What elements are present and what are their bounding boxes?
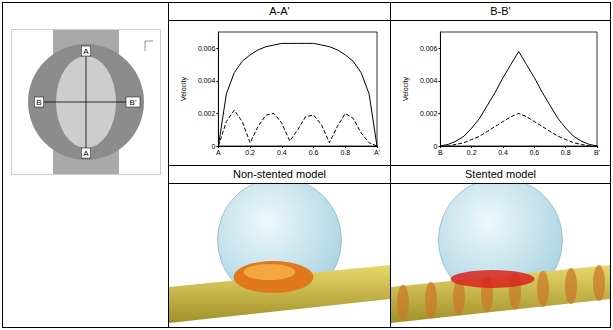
html-text:Stented model: Stented model xyxy=(465,168,536,181)
svg-text:0.002: 0.002 xyxy=(420,110,438,117)
svg-text:A': A' xyxy=(374,149,380,156)
svg-text:B: B xyxy=(438,149,443,156)
svg-text:0.2: 0.2 xyxy=(245,149,255,156)
svg-text:B': B' xyxy=(594,149,600,156)
svg-text:Velocity: Velocity xyxy=(180,76,188,101)
svg-text:A: A xyxy=(83,47,89,56)
html-text:A-A': A-A' xyxy=(269,5,290,18)
svg-text:0.004: 0.004 xyxy=(420,77,438,84)
html-text:Non-stented model: Non-stented model xyxy=(233,168,326,181)
svg-text:0.6: 0.6 xyxy=(309,149,319,156)
svg-text:0.2: 0.2 xyxy=(467,149,477,156)
svg-text:0.4: 0.4 xyxy=(498,149,508,156)
svg-text:A: A xyxy=(216,149,221,156)
svg-text:0.8: 0.8 xyxy=(561,149,571,156)
svg-text:0.4: 0.4 xyxy=(277,149,287,156)
svg-text:0.006: 0.006 xyxy=(198,45,216,52)
svg-text:0: 0 xyxy=(212,143,216,150)
svg-text:0.8: 0.8 xyxy=(340,149,350,156)
svg-text:Velocity: Velocity xyxy=(402,76,410,101)
svg-text:0.6: 0.6 xyxy=(529,149,539,156)
svg-text:0.002: 0.002 xyxy=(198,110,216,117)
html-text:B-B': B-B' xyxy=(490,5,511,18)
svg-text:B: B xyxy=(36,98,41,107)
svg-text:0: 0 xyxy=(434,143,438,150)
svg-text:A: A xyxy=(83,149,89,158)
svg-text:0.004: 0.004 xyxy=(198,77,216,84)
svg-text:B': B' xyxy=(130,98,137,107)
svg-text:0.006: 0.006 xyxy=(420,45,438,52)
